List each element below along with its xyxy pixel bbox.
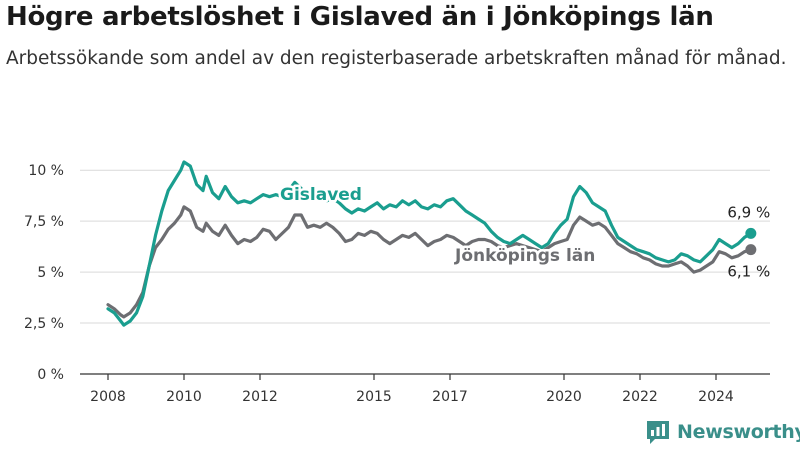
series-lines [106,160,757,327]
x-tick-label: 2015 [356,389,392,405]
y-tick-label: 2,5 % [24,316,64,332]
jonkoping-end-point [745,244,757,256]
gislaved-label: Gislaved [280,185,362,205]
chart-title: Högre arbetslöshet i Gislaved än i Jönkö… [6,2,714,32]
y-tick-label: 0 % [37,367,64,383]
gislaved-end-label: 6,9 % [727,203,770,221]
newsworthy-logo-icon [647,421,669,444]
gislaved-line [106,160,753,327]
x-tick-label: 2020 [546,389,582,405]
grid-lines [80,169,770,324]
brand-name: Newsworthy [677,421,800,443]
y-axis: 0 % 2,5 % 5 % 7,5 % 10 % [24,163,64,383]
x-tick-label: 2024 [698,389,734,405]
chart-subtitle: Arbetssökande som andel av den registerb… [6,48,787,69]
y-tick-label: 7,5 % [24,214,64,230]
jonkoping-label-halo: Jönköpings län [454,246,595,266]
x-axis: 2008 2010 2012 2015 2017 2020 2022 2024 [80,373,770,405]
jonkoping-label: Jönköpings län [454,246,595,266]
y-tick-label: 10 % [28,163,64,179]
gislaved-end-point [745,227,757,239]
x-tick-label: 2022 [622,389,658,405]
newsworthy-logo: Newsworthy [645,419,800,445]
x-tick-label: 2012 [242,389,278,405]
jonkoping-line [106,205,753,319]
jonkoping-end-label: 6,1 % [727,263,770,281]
x-tick-label: 2010 [166,389,202,405]
gislaved-label-halo: Gislaved [280,185,362,205]
y-tick-label: 5 % [37,265,64,281]
x-tick-label: 2008 [90,389,126,405]
x-tick-label: 2017 [432,389,468,405]
